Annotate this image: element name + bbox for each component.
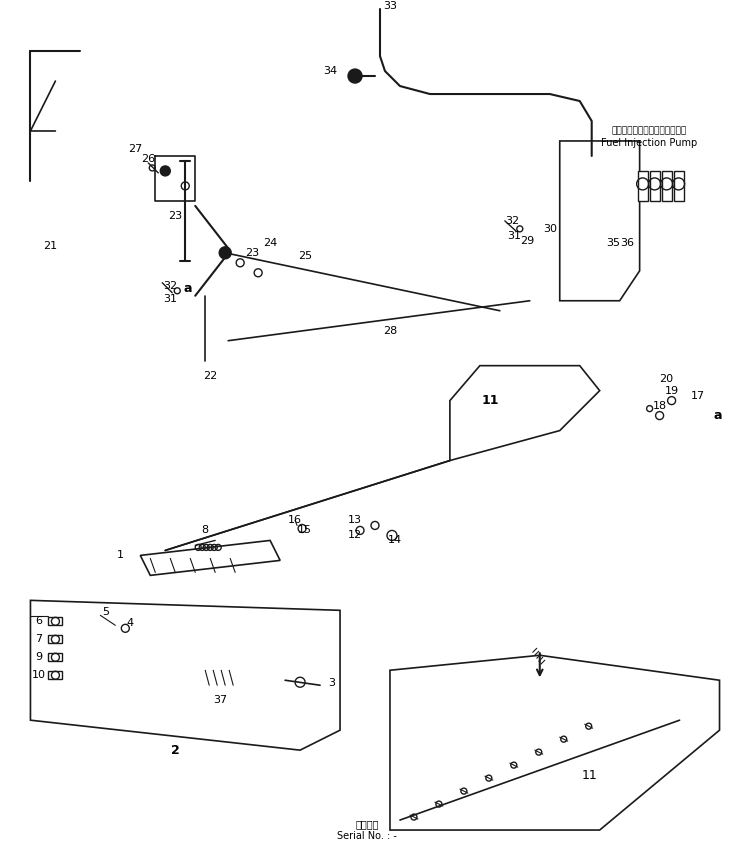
Text: 31: 31 [163, 294, 178, 304]
Text: 17: 17 [691, 391, 705, 400]
Circle shape [160, 166, 170, 176]
Text: 14: 14 [388, 536, 402, 545]
Text: 31: 31 [506, 231, 521, 241]
Text: 20: 20 [660, 374, 674, 384]
Text: 19: 19 [664, 386, 679, 395]
Text: 5: 5 [102, 607, 109, 617]
Bar [48, 635, 62, 643]
Text: 8: 8 [202, 525, 208, 536]
Text: 36: 36 [621, 238, 635, 248]
Text: 22: 22 [203, 370, 217, 381]
Bar [48, 672, 62, 679]
Text: 24: 24 [263, 238, 277, 248]
Text: 34: 34 [323, 66, 337, 76]
Text: 26: 26 [141, 154, 156, 164]
Text: 23: 23 [168, 211, 182, 221]
Text: 4: 4 [127, 618, 134, 629]
Text: 適用号機
Serial No. : -: 適用号機 Serial No. : - [337, 820, 397, 841]
Text: 10: 10 [32, 670, 46, 680]
Polygon shape [30, 600, 340, 750]
Text: 28: 28 [383, 325, 397, 336]
Text: 37: 37 [213, 695, 228, 705]
Text: a: a [184, 282, 192, 295]
Text: 16: 16 [288, 516, 302, 525]
Text: 12: 12 [348, 530, 362, 541]
Text: 13: 13 [348, 516, 362, 525]
Text: 6: 6 [35, 616, 42, 626]
Bar [48, 617, 62, 625]
Text: 9: 9 [35, 653, 42, 662]
Polygon shape [140, 541, 280, 575]
Text: 1: 1 [117, 550, 124, 561]
Polygon shape [560, 141, 639, 300]
Text: 32: 32 [505, 216, 519, 226]
Text: 15: 15 [298, 525, 312, 536]
Text: Fuel Injection Pump: Fuel Injection Pump [601, 138, 698, 148]
Text: 2: 2 [171, 744, 180, 757]
Text: 30: 30 [542, 224, 557, 234]
Circle shape [219, 247, 231, 259]
Text: 33: 33 [383, 1, 397, 11]
Bar [650, 171, 660, 201]
Text: 29: 29 [520, 236, 534, 246]
Text: 11: 11 [481, 394, 498, 407]
Text: 11: 11 [582, 769, 597, 782]
Bar [674, 171, 683, 201]
Text: フェルインジェクションポンプ: フェルインジェクションポンプ [612, 127, 687, 135]
Bar [661, 171, 672, 201]
Text: a: a [713, 409, 722, 422]
Text: 27: 27 [128, 144, 142, 154]
Text: 18: 18 [653, 400, 666, 411]
Circle shape [586, 152, 595, 160]
Text: 32: 32 [163, 281, 178, 291]
Circle shape [348, 69, 362, 83]
Text: 3: 3 [329, 678, 335, 688]
Polygon shape [390, 655, 719, 830]
Text: 21: 21 [43, 241, 57, 251]
Bar [48, 653, 62, 661]
Text: 25: 25 [298, 251, 312, 261]
Text: 23: 23 [245, 248, 259, 257]
Polygon shape [450, 366, 600, 461]
Text: 7: 7 [35, 635, 42, 644]
Text: 35: 35 [607, 238, 621, 248]
Bar [638, 171, 647, 201]
